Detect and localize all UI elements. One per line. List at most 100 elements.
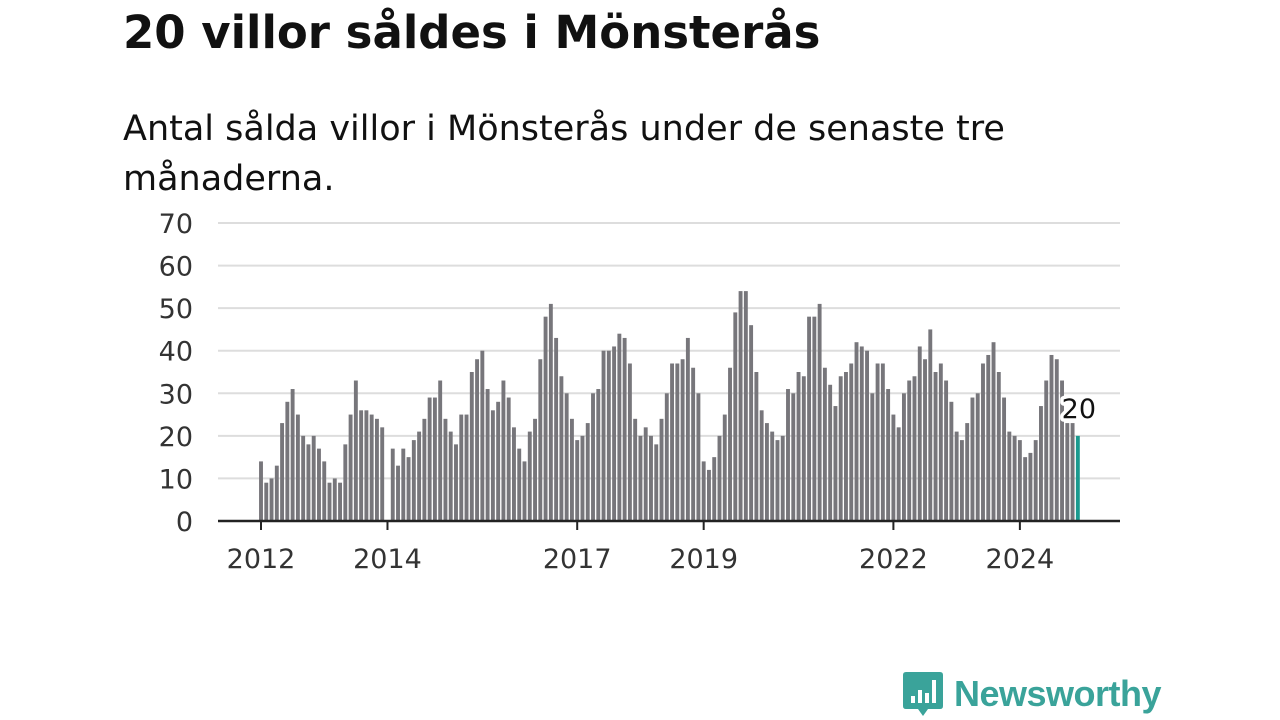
bar (469, 372, 474, 521)
bar (269, 478, 274, 521)
y-tick-label: 20 (159, 422, 193, 453)
bar (638, 435, 643, 521)
bar (280, 423, 285, 521)
bar (743, 291, 748, 521)
bar (849, 363, 854, 521)
bar (512, 427, 516, 521)
bar (274, 465, 279, 521)
bar (1017, 440, 1022, 521)
bar (406, 457, 411, 521)
tick-labels: 0 10 20 30 40 50 60 70 2012 2014 2017 2019 2022 2024 2… (159, 209, 1100, 575)
bar (649, 435, 653, 521)
bar (712, 457, 717, 521)
bar (290, 389, 295, 521)
bar (896, 427, 901, 521)
bar (543, 316, 548, 521)
bar (986, 354, 991, 521)
bar (670, 363, 675, 521)
bar (332, 478, 337, 521)
bar (548, 303, 553, 521)
bar (327, 482, 332, 521)
x-tick-label: 2024 (986, 544, 1055, 575)
bar (596, 389, 601, 521)
bar (807, 316, 812, 521)
bar (975, 393, 980, 521)
bar (1028, 452, 1033, 521)
bar (970, 397, 975, 521)
bar (875, 363, 880, 521)
bar (1007, 431, 1012, 521)
bar (622, 337, 627, 521)
x-tick-label: 2017 (543, 544, 612, 575)
bar (480, 350, 485, 521)
bar (1070, 423, 1075, 521)
bar (374, 418, 379, 521)
y-tick-label: 40 (159, 337, 193, 368)
bar (844, 372, 848, 521)
bar (517, 448, 522, 521)
bar (580, 435, 585, 521)
bar (496, 401, 501, 521)
bar (759, 410, 764, 521)
bar (691, 367, 696, 521)
bar (259, 461, 263, 521)
axes (218, 519, 1120, 530)
bar (1033, 440, 1038, 521)
bar (728, 367, 732, 521)
bar (633, 418, 638, 521)
bar (996, 372, 1001, 521)
bar (828, 384, 833, 521)
brand-logo: Newsworthy (902, 670, 1162, 718)
bar (369, 414, 374, 521)
bar (944, 380, 949, 521)
bar (627, 363, 632, 521)
bar (738, 291, 743, 521)
bar (812, 316, 817, 521)
y-tick-label: 60 (159, 252, 193, 283)
bar (569, 418, 574, 521)
y-tick-label: 10 (159, 464, 193, 495)
bar (886, 389, 891, 521)
bar (754, 372, 759, 521)
bar (443, 418, 448, 521)
bar (822, 367, 827, 521)
bar (311, 435, 316, 521)
bar (801, 376, 806, 521)
bar (1002, 397, 1007, 521)
bar (411, 440, 416, 521)
bar (322, 461, 327, 521)
bar (923, 359, 927, 521)
bar (870, 393, 875, 521)
bar (859, 346, 864, 521)
bar (422, 418, 427, 521)
bar (485, 389, 490, 521)
bar (838, 376, 843, 521)
bar (1065, 423, 1070, 521)
bar (554, 337, 559, 521)
bar (285, 401, 290, 521)
bar (786, 389, 790, 521)
bar (359, 410, 364, 521)
bar (538, 359, 543, 521)
bar (707, 469, 711, 521)
bar (501, 380, 506, 521)
bar (907, 380, 912, 521)
bar (981, 363, 985, 521)
bar (733, 312, 738, 521)
bar (749, 325, 754, 521)
bar (685, 337, 690, 521)
bar (575, 440, 580, 521)
bar (865, 350, 869, 521)
bar (780, 435, 785, 521)
bar (448, 431, 453, 521)
bar (901, 393, 906, 521)
bar (880, 363, 885, 521)
bar (527, 431, 532, 521)
bar (401, 448, 406, 521)
bar (380, 427, 385, 521)
bar (675, 363, 680, 521)
highlight-bar (1075, 435, 1080, 521)
data-label: 20 (1062, 394, 1096, 425)
bar (833, 406, 838, 521)
